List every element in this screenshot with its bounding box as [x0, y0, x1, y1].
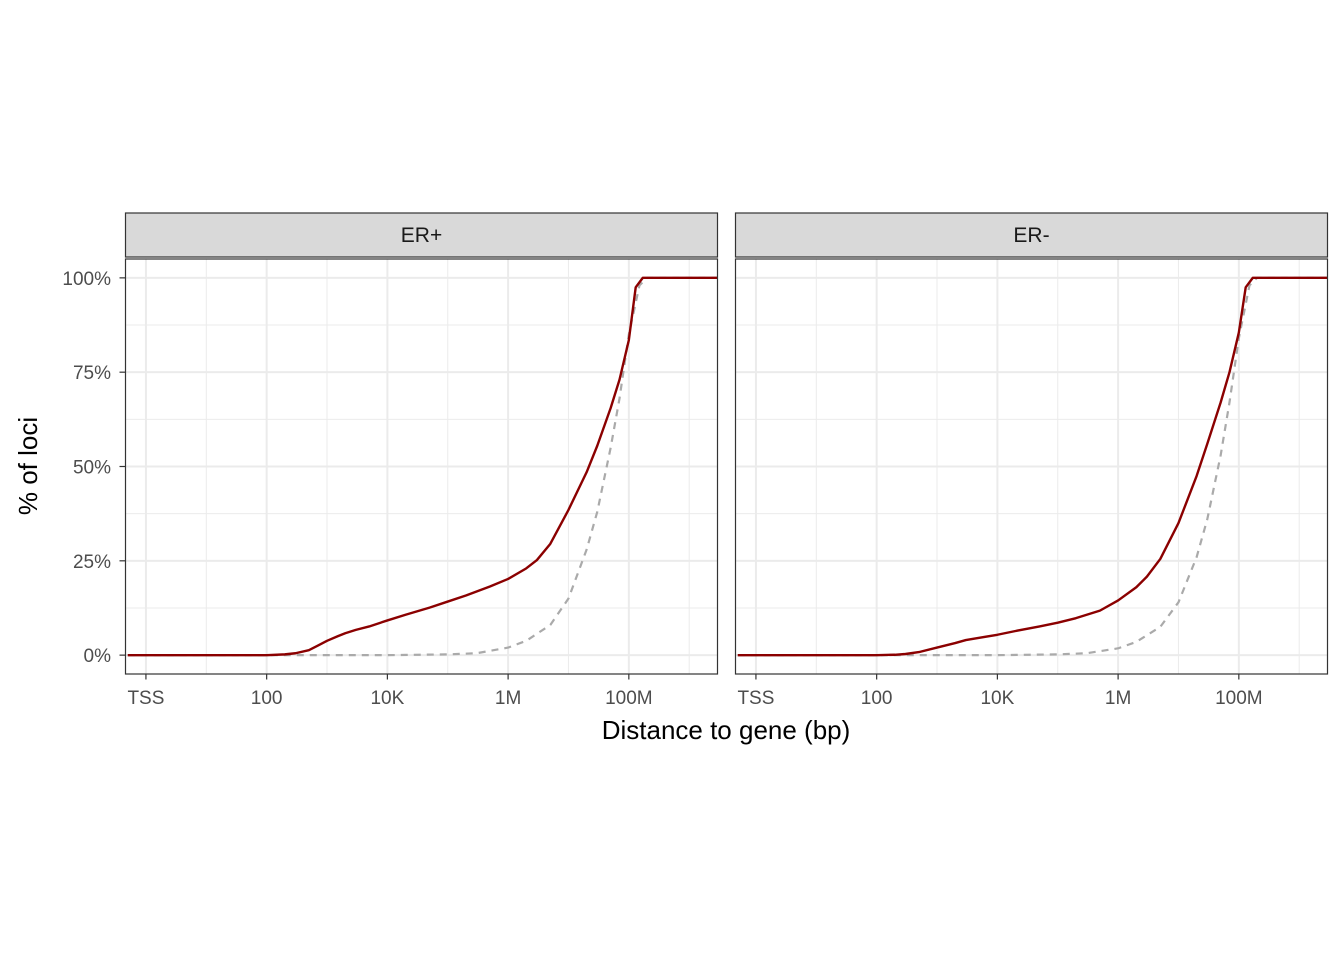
x-axis-title: Distance to gene (bp) [602, 715, 851, 745]
facet-strip-label: ER- [1013, 224, 1049, 247]
background-series-line [737, 276, 1328, 657]
y-tick-label: 0% [84, 646, 112, 667]
x-tick-label: 100M [1215, 688, 1263, 709]
facet-strip-label: ER+ [401, 224, 442, 247]
facet-strip [734, 212, 1329, 258]
panel-border [124, 258, 719, 675]
x-tick-label: TSS [127, 688, 164, 709]
x-tick-label: 100 [861, 688, 893, 709]
observed-series-line [737, 276, 1328, 657]
gridlines [125, 259, 718, 674]
y-tick-label: 75% [73, 363, 111, 384]
facet-panel: ER+ TSS 100 10K 1M 100M [124, 212, 719, 709]
panel-border [734, 258, 1329, 675]
facet-panels: ER+ TSS 100 10K 1M 100M ER- TSS 100 10K 1M 100M [124, 212, 1329, 709]
x-tick-label: 1M [1105, 688, 1131, 709]
facet-panel: ER- TSS 100 10K 1M 100M [734, 212, 1329, 709]
x-tick-label: 100 [251, 688, 283, 709]
y-axis: 0% 25% 50% 75% 100% [62, 269, 125, 667]
y-tick-label: 25% [73, 552, 111, 573]
x-tick-label: 100M [605, 688, 653, 709]
x-tick-label: 10K [370, 688, 404, 709]
facet-strip [124, 212, 719, 258]
observed-series-line [127, 276, 718, 657]
background-series-line [127, 276, 718, 657]
x-tick-label: 1M [495, 688, 521, 709]
x-tick-label: TSS [737, 688, 774, 709]
y-axis-title: % of loci [13, 417, 43, 515]
x-tick-label: 10K [980, 688, 1014, 709]
y-tick-label: 50% [73, 458, 111, 479]
y-tick-label: 100% [62, 269, 111, 290]
